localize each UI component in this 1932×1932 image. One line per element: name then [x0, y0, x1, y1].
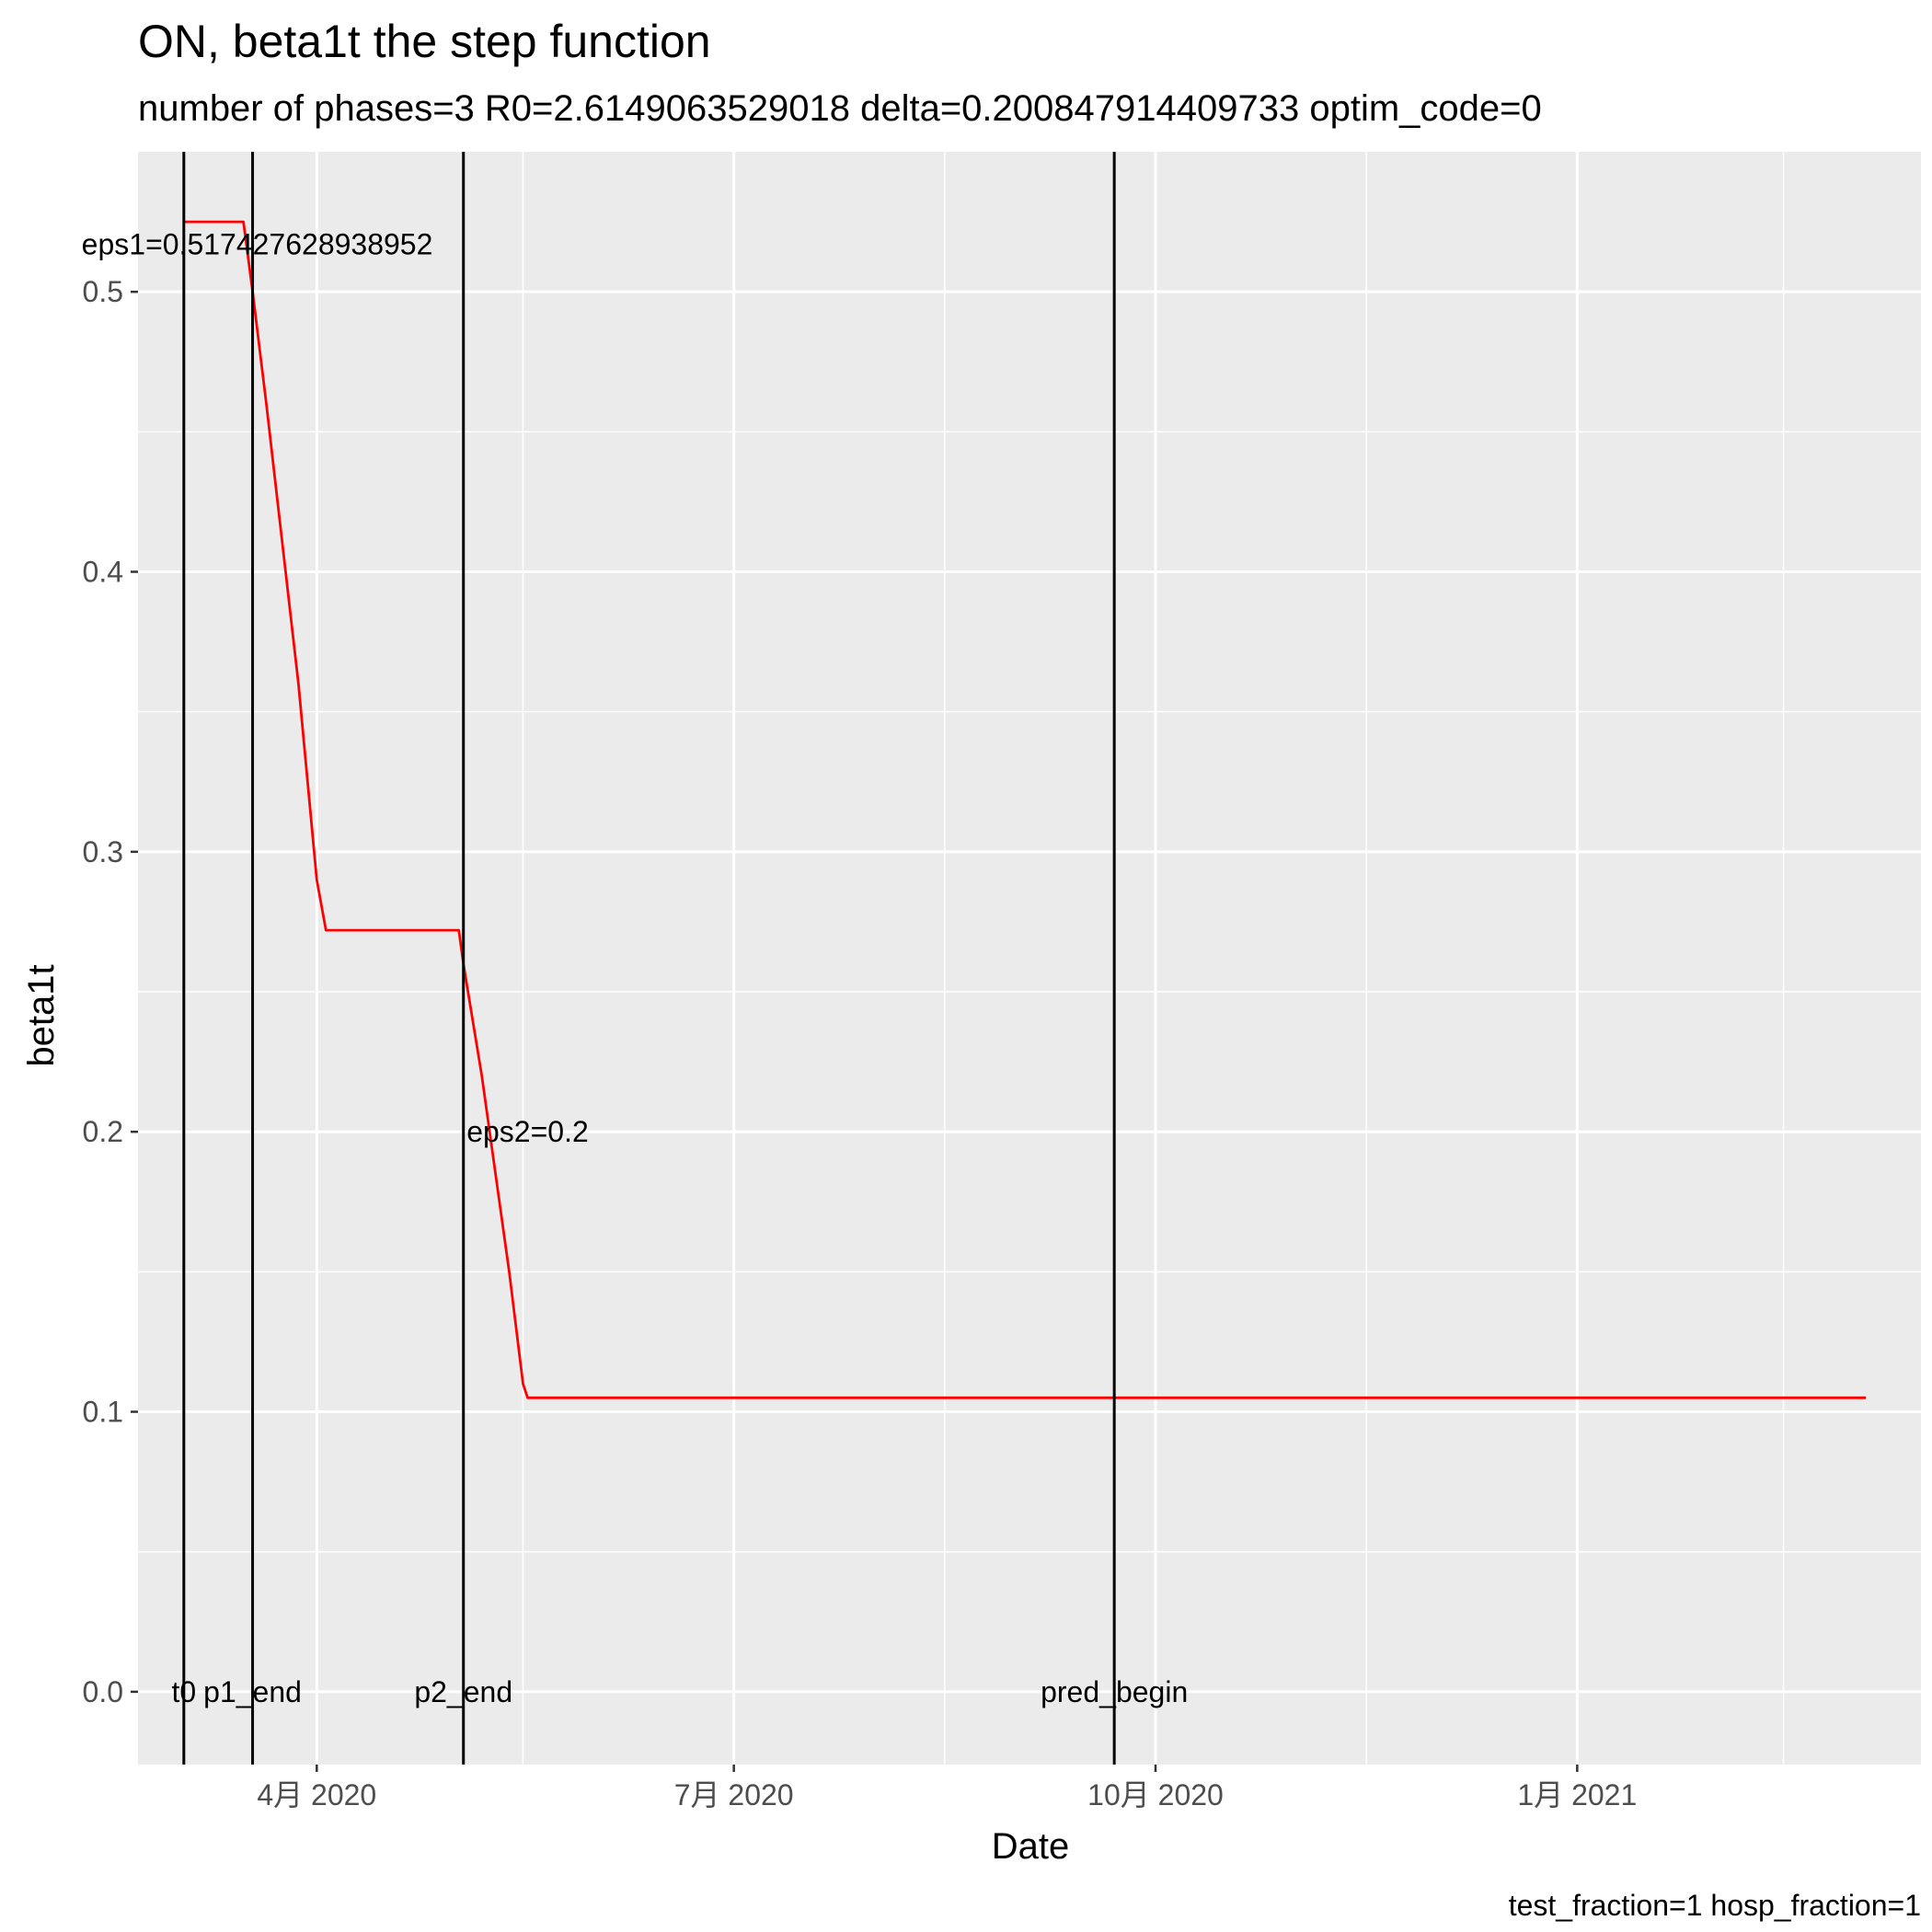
vline-label-pred-begin: pred_begin: [1041, 1675, 1188, 1708]
y-tick-label: 0.5: [83, 275, 123, 308]
chart-subtitle: number of phases=3 R0=2.6149063529018 de…: [138, 88, 1542, 129]
x-axis-title: Date: [992, 1826, 1070, 1867]
x-tick-label: 10月 2020: [1087, 1778, 1224, 1811]
vline-label-p1-end: p1_end: [203, 1675, 302, 1708]
x-tick-label: 4月 2020: [257, 1778, 376, 1811]
vline-label-t0: t0: [171, 1675, 196, 1708]
chart-caption: test_fraction=1 hosp_fraction=1: [1509, 1889, 1921, 1922]
y-tick-label: 0.3: [83, 835, 123, 868]
y-tick-label: 0.2: [83, 1115, 123, 1148]
x-tick-label: 7月 2020: [674, 1778, 794, 1811]
x-tick-label: 1月 2021: [1517, 1778, 1637, 1811]
y-tick-label: 0.4: [83, 556, 123, 589]
chart-title: ON, beta1t the step function: [138, 16, 711, 67]
plot-area: t0 p1_end p2_end pred_begin eps1=0.517427628…: [82, 152, 1921, 1811]
vline-label-p2-end: p2_end: [414, 1675, 512, 1708]
y-tick-label: 0.0: [83, 1675, 123, 1708]
beta1t-series-line: [183, 220, 1867, 1399]
annotation-eps2: eps2=0.2: [466, 1115, 589, 1148]
panel-background: [138, 152, 1921, 1765]
annotation-eps1: eps1=0.517427628938952: [82, 227, 433, 260]
y-axis-title: beta1t: [21, 964, 62, 1066]
y-tick-label: 0.1: [83, 1396, 123, 1429]
